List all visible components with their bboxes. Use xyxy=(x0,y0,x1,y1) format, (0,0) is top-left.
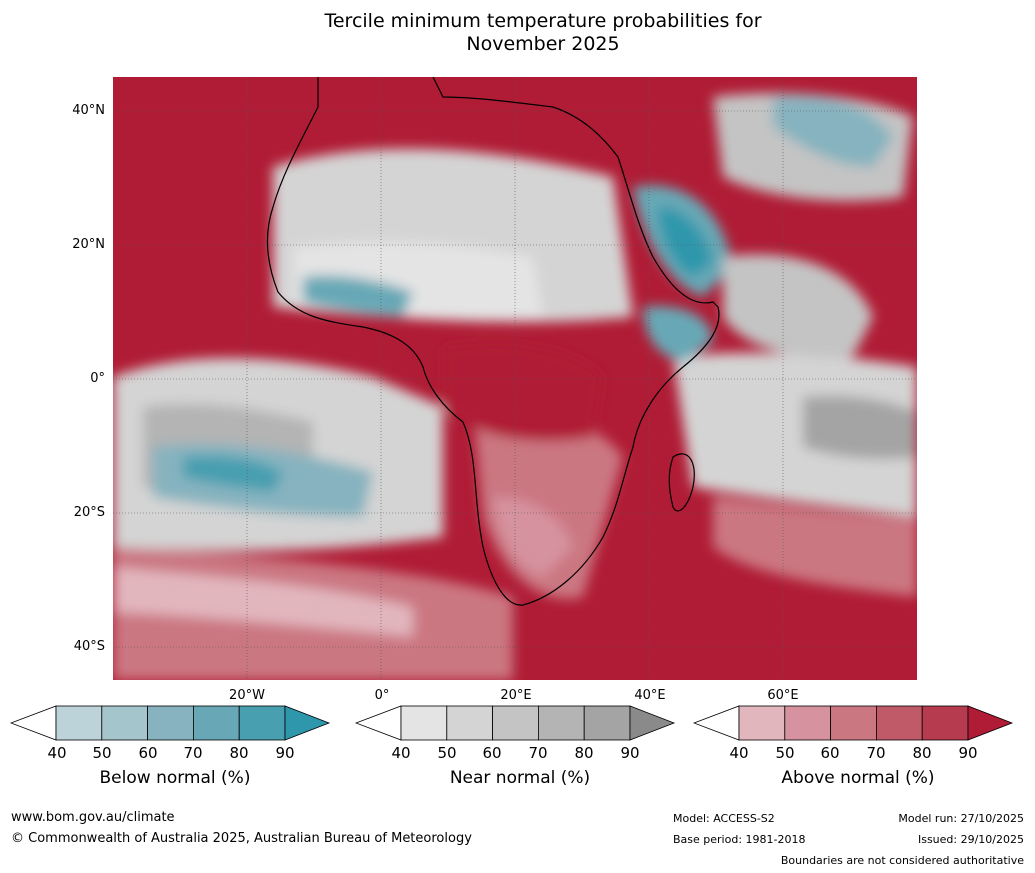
lon-label-40e: 40°E xyxy=(634,688,666,703)
lon-label-60e: 60°E xyxy=(767,688,799,703)
cb-above-tick-80: 80 xyxy=(912,744,932,762)
issued-date: Issued: 29/10/2025 xyxy=(917,833,1024,846)
cb-near-tick-40: 40 xyxy=(391,744,411,762)
model-run-date: Model run: 27/10/2025 xyxy=(898,812,1024,825)
lat-label-0: 0° xyxy=(90,371,105,386)
colorbar-swatch xyxy=(192,705,240,741)
lon-label-20w: 20°W xyxy=(229,688,265,703)
colorbar-swatch xyxy=(784,705,832,741)
colorbar-near-normal: 40 50 60 70 80 90 Near normal (%) xyxy=(355,705,685,788)
colorbar-extend-high xyxy=(284,705,331,741)
colorbar-above-normal-swatches xyxy=(693,705,1014,741)
lat-label-40s: 40°S xyxy=(73,639,105,654)
colorbar-swatch xyxy=(400,705,448,741)
cb-near-tick-80: 80 xyxy=(574,744,594,762)
cb-above-tick-60: 60 xyxy=(820,744,840,762)
cb-near-tick-50: 50 xyxy=(437,744,457,762)
colorbar-swatch xyxy=(583,705,631,741)
colorbar-swatch xyxy=(55,705,103,741)
colorbar-swatch xyxy=(147,705,194,741)
map-title: Tercile minimum temperature probabilitie… xyxy=(0,10,1035,56)
base-period: Base period: 1981-2018 xyxy=(673,833,806,846)
colorbar-extend-low xyxy=(355,705,402,741)
boundaries-disclaimer: Boundaries are not considered authoritat… xyxy=(780,854,1024,867)
colorbar-swatch xyxy=(738,705,786,741)
lat-label-20s: 20°S xyxy=(73,505,105,520)
lon-label-0: 0° xyxy=(374,688,390,703)
lon-label-20e: 20°E xyxy=(500,688,532,703)
colorbar-below-normal: 40 50 60 70 80 90 Below normal (%) xyxy=(10,705,340,788)
colorbar-swatch xyxy=(830,705,877,741)
colorbar-below-label: Below normal (%) xyxy=(99,768,251,788)
colorbar-above-normal: 40 50 60 70 80 90 Above normal (%) xyxy=(693,705,1023,788)
cb-near-tick-70: 70 xyxy=(528,744,548,762)
graticule xyxy=(113,77,917,680)
cb-near-tick-60: 60 xyxy=(482,744,502,762)
cb-below-tick-80: 80 xyxy=(229,744,249,762)
colorbar-swatch xyxy=(238,705,286,741)
cb-below-tick-50: 50 xyxy=(92,744,112,762)
colorbar-swatch xyxy=(921,705,969,741)
copyright-text: © Commonwealth of Australia 2025, Austra… xyxy=(11,831,472,846)
model-name: Model: ACCESS-S2 xyxy=(673,812,775,825)
africa-coastline xyxy=(266,77,720,606)
colorbar-swatch xyxy=(446,705,494,741)
cb-below-tick-60: 60 xyxy=(138,744,158,762)
cb-above-tick-70: 70 xyxy=(866,744,886,762)
colorbar-near-normal-swatches xyxy=(355,705,676,741)
colorbar-extend-low xyxy=(10,705,57,741)
cb-near-tick-90: 90 xyxy=(620,744,640,762)
cb-above-tick-40: 40 xyxy=(729,744,749,762)
cb-above-tick-90: 90 xyxy=(958,744,978,762)
colorbar-below-normal-swatches xyxy=(10,705,331,741)
madagascar-coastline xyxy=(668,453,695,512)
colorbar-extend-high xyxy=(629,705,676,741)
title-line-2: November 2025 xyxy=(466,33,620,55)
cb-below-tick-90: 90 xyxy=(275,744,295,762)
colorbar-swatch xyxy=(492,705,539,741)
colorbar-swatch xyxy=(875,705,923,741)
colorbar-swatch xyxy=(101,705,149,741)
colorbar-swatch xyxy=(537,705,585,741)
cb-below-tick-70: 70 xyxy=(183,744,203,762)
colorbar-extend-high xyxy=(967,705,1014,741)
cb-above-tick-50: 50 xyxy=(775,744,795,762)
lat-label-20n: 20°N xyxy=(72,237,105,252)
colorbar-near-label: Near normal (%) xyxy=(449,768,591,788)
title-line-1: Tercile minimum temperature probabilitie… xyxy=(324,10,762,32)
cb-below-tick-40: 40 xyxy=(47,744,67,762)
colorbar-extend-low xyxy=(693,705,740,741)
colorbar-above-label: Above normal (%) xyxy=(781,768,935,788)
lat-label-40n: 40°N xyxy=(72,103,105,118)
website-link[interactable]: www.bom.gov.au/climate xyxy=(11,810,175,825)
probability-map xyxy=(113,77,917,680)
